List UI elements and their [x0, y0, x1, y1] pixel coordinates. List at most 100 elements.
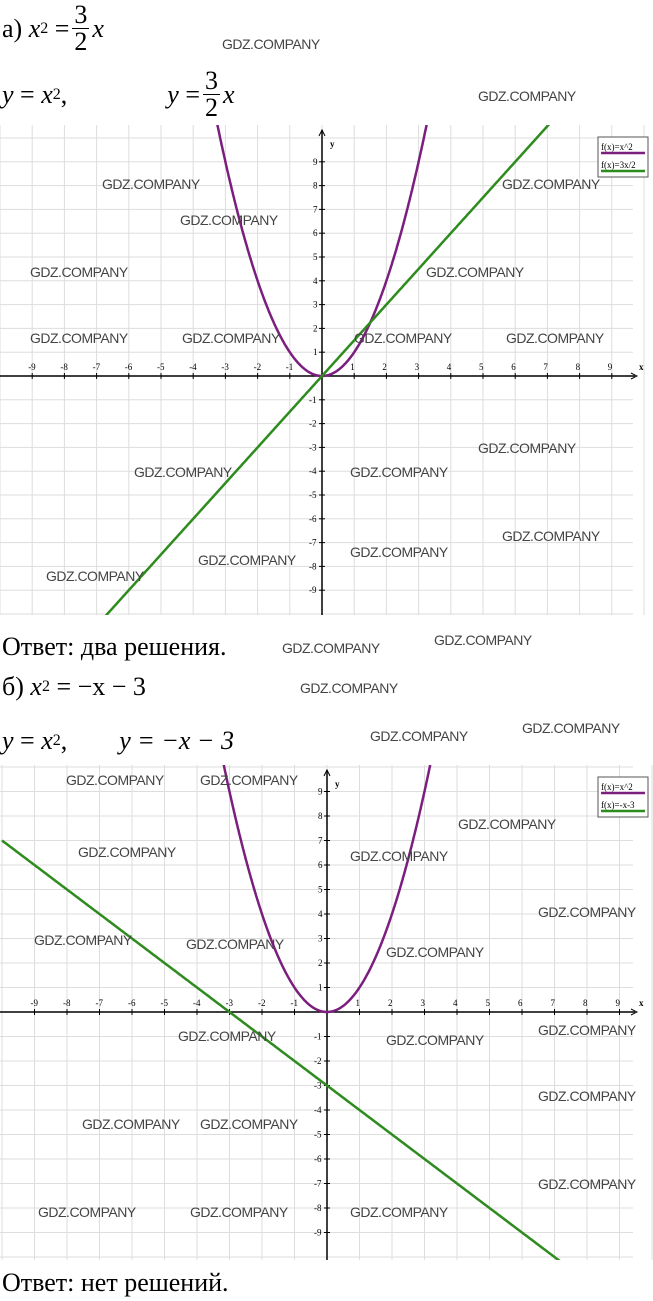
watermark: GDZ.COMPANY: [82, 1116, 180, 1132]
x-tick-label: -8: [63, 998, 71, 1008]
x-tick-label: 9: [608, 362, 613, 372]
y-tick-label: -4: [309, 466, 317, 476]
x-tick-label: 1: [350, 362, 355, 372]
var: x: [92, 13, 104, 43]
watermark: GDZ.COMPANY: [434, 632, 532, 648]
watermark: GDZ.COMPANY: [190, 1204, 288, 1220]
watermark: GDZ.COMPANY: [386, 944, 484, 960]
watermark: GDZ.COMPANY: [458, 816, 556, 832]
numerator: 3: [72, 0, 90, 29]
watermark: GDZ.COMPANY: [200, 772, 298, 788]
var: y: [167, 79, 179, 109]
var: y: [2, 79, 14, 109]
y-axis-arrow: [323, 768, 331, 777]
part-b-answer: Ответ: нет решений.: [2, 1268, 229, 1297]
equals: =: [20, 79, 35, 109]
y-axis-label: y: [335, 779, 340, 789]
x-tick-label: -9: [28, 362, 36, 372]
graph-a: x y -9 -9 -8 -8 -7 -7 -6 -6 -5 -5 -4 -4 -3 -3 -2 -2 -1 -1 1 1…: [0, 125, 649, 615]
x-tick-label: 6: [518, 998, 523, 1008]
x-tick-label: -4: [189, 362, 197, 372]
watermark: GDZ.COMPANY: [178, 1028, 276, 1044]
x-tick-label: -6: [125, 362, 133, 372]
var: x: [30, 672, 42, 701]
var: x: [41, 726, 53, 755]
x-tick-label: -3: [226, 998, 234, 1008]
y-tick-label: -2: [314, 1056, 322, 1066]
y-tick-label: 6: [313, 228, 318, 238]
x-tick-label: -4: [193, 998, 201, 1008]
equation-rhs: = −x − 3: [56, 672, 146, 701]
y-tick-label: 7: [313, 204, 318, 214]
x-tick-label: 6: [511, 362, 516, 372]
x-tick-label: -1: [286, 362, 294, 372]
watermark: GDZ.COMPANY: [426, 264, 524, 280]
y-tick-label: 7: [318, 836, 323, 846]
y-tick-label: 9: [313, 157, 318, 167]
part-label: а): [2, 13, 23, 43]
watermark: GDZ.COMPANY: [502, 176, 600, 192]
y-tick-label: -6: [309, 514, 317, 524]
watermark: GDZ.COMPANY: [506, 330, 604, 346]
watermark: GDZ.COMPANY: [354, 330, 452, 346]
y-tick-label: -7: [309, 538, 317, 548]
x-tick-label: -6: [128, 998, 136, 1008]
watermark: GDZ.COMPANY: [30, 264, 128, 280]
y-tick-label: -3: [309, 442, 317, 452]
x-tick-label: -2: [258, 998, 266, 1008]
x-tick-label: 3: [415, 362, 420, 372]
y-tick-label: -8: [309, 561, 317, 571]
separator: ,: [60, 79, 68, 109]
x-tick-label: 4: [447, 362, 452, 372]
x-tick-label: 2: [382, 362, 387, 372]
numerator: 3: [202, 66, 220, 95]
watermark: GDZ.COMPANY: [102, 176, 200, 192]
y-tick-label: -5: [314, 1130, 322, 1140]
y-tick-label: 2: [318, 958, 323, 968]
y-tick-label: 3: [318, 934, 323, 944]
y-tick-label: -1: [309, 395, 317, 405]
x-tick-label: -5: [161, 998, 169, 1008]
watermark: GDZ.COMPANY: [350, 1204, 448, 1220]
watermark: GDZ.COMPANY: [200, 1116, 298, 1132]
x-tick-label: 9: [616, 998, 621, 1008]
y-tick-label: -8: [314, 1203, 322, 1213]
watermark: GDZ.COMPANY: [66, 772, 164, 788]
legend-label: f(x)=x^2: [601, 142, 633, 152]
x-tick-label: -3: [221, 362, 229, 372]
var: x: [41, 79, 53, 109]
watermark: GDZ.COMPANY: [478, 88, 576, 104]
watermark: GDZ.COMPANY: [222, 36, 320, 52]
watermark: GDZ.COMPANY: [300, 680, 398, 696]
var: x: [222, 79, 235, 109]
x-tick-label: 5: [479, 362, 484, 372]
watermark: GDZ.COMPANY: [34, 932, 132, 948]
denominator: 2: [74, 27, 88, 56]
x-tick-label: -7: [93, 362, 101, 372]
x-tick-label: 3: [421, 998, 426, 1008]
series-parabola: [222, 765, 432, 1014]
var: x: [28, 13, 41, 43]
x-tick-label: -2: [254, 362, 262, 372]
y-tick-label: -6: [314, 1154, 322, 1164]
y-tick-label: -1: [314, 1032, 322, 1042]
y-tick-label: 5: [318, 885, 323, 895]
x-tick-label: 8: [576, 362, 581, 372]
watermark: GDZ.COMPANY: [478, 440, 576, 456]
y-tick-label: -2: [309, 419, 317, 429]
graph-b: x y -9 -9 -8 -8 -7 -7 -6 -6 -5 -5 -4 -4 -3 -3 -2 -2 -1 -1 1 1…: [0, 765, 653, 1260]
watermark: GDZ.COMPANY: [180, 212, 278, 228]
y-tick-label: -9: [314, 1228, 322, 1238]
y-tick-label: 1: [313, 347, 318, 357]
series-line: [1, 839, 561, 1260]
watermark: GDZ.COMPANY: [78, 844, 176, 860]
x-tick-label: 8: [583, 998, 588, 1008]
watermark: GDZ.COMPANY: [350, 464, 448, 480]
x-axis-arrow: [630, 1008, 639, 1016]
x-tick-label: 5: [486, 998, 491, 1008]
x-tick-label: 2: [388, 998, 393, 1008]
